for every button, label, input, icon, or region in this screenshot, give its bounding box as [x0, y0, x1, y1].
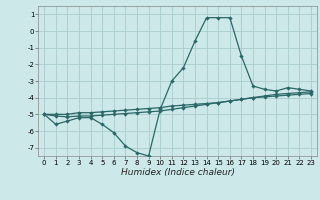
X-axis label: Humidex (Indice chaleur): Humidex (Indice chaleur) — [121, 168, 235, 177]
